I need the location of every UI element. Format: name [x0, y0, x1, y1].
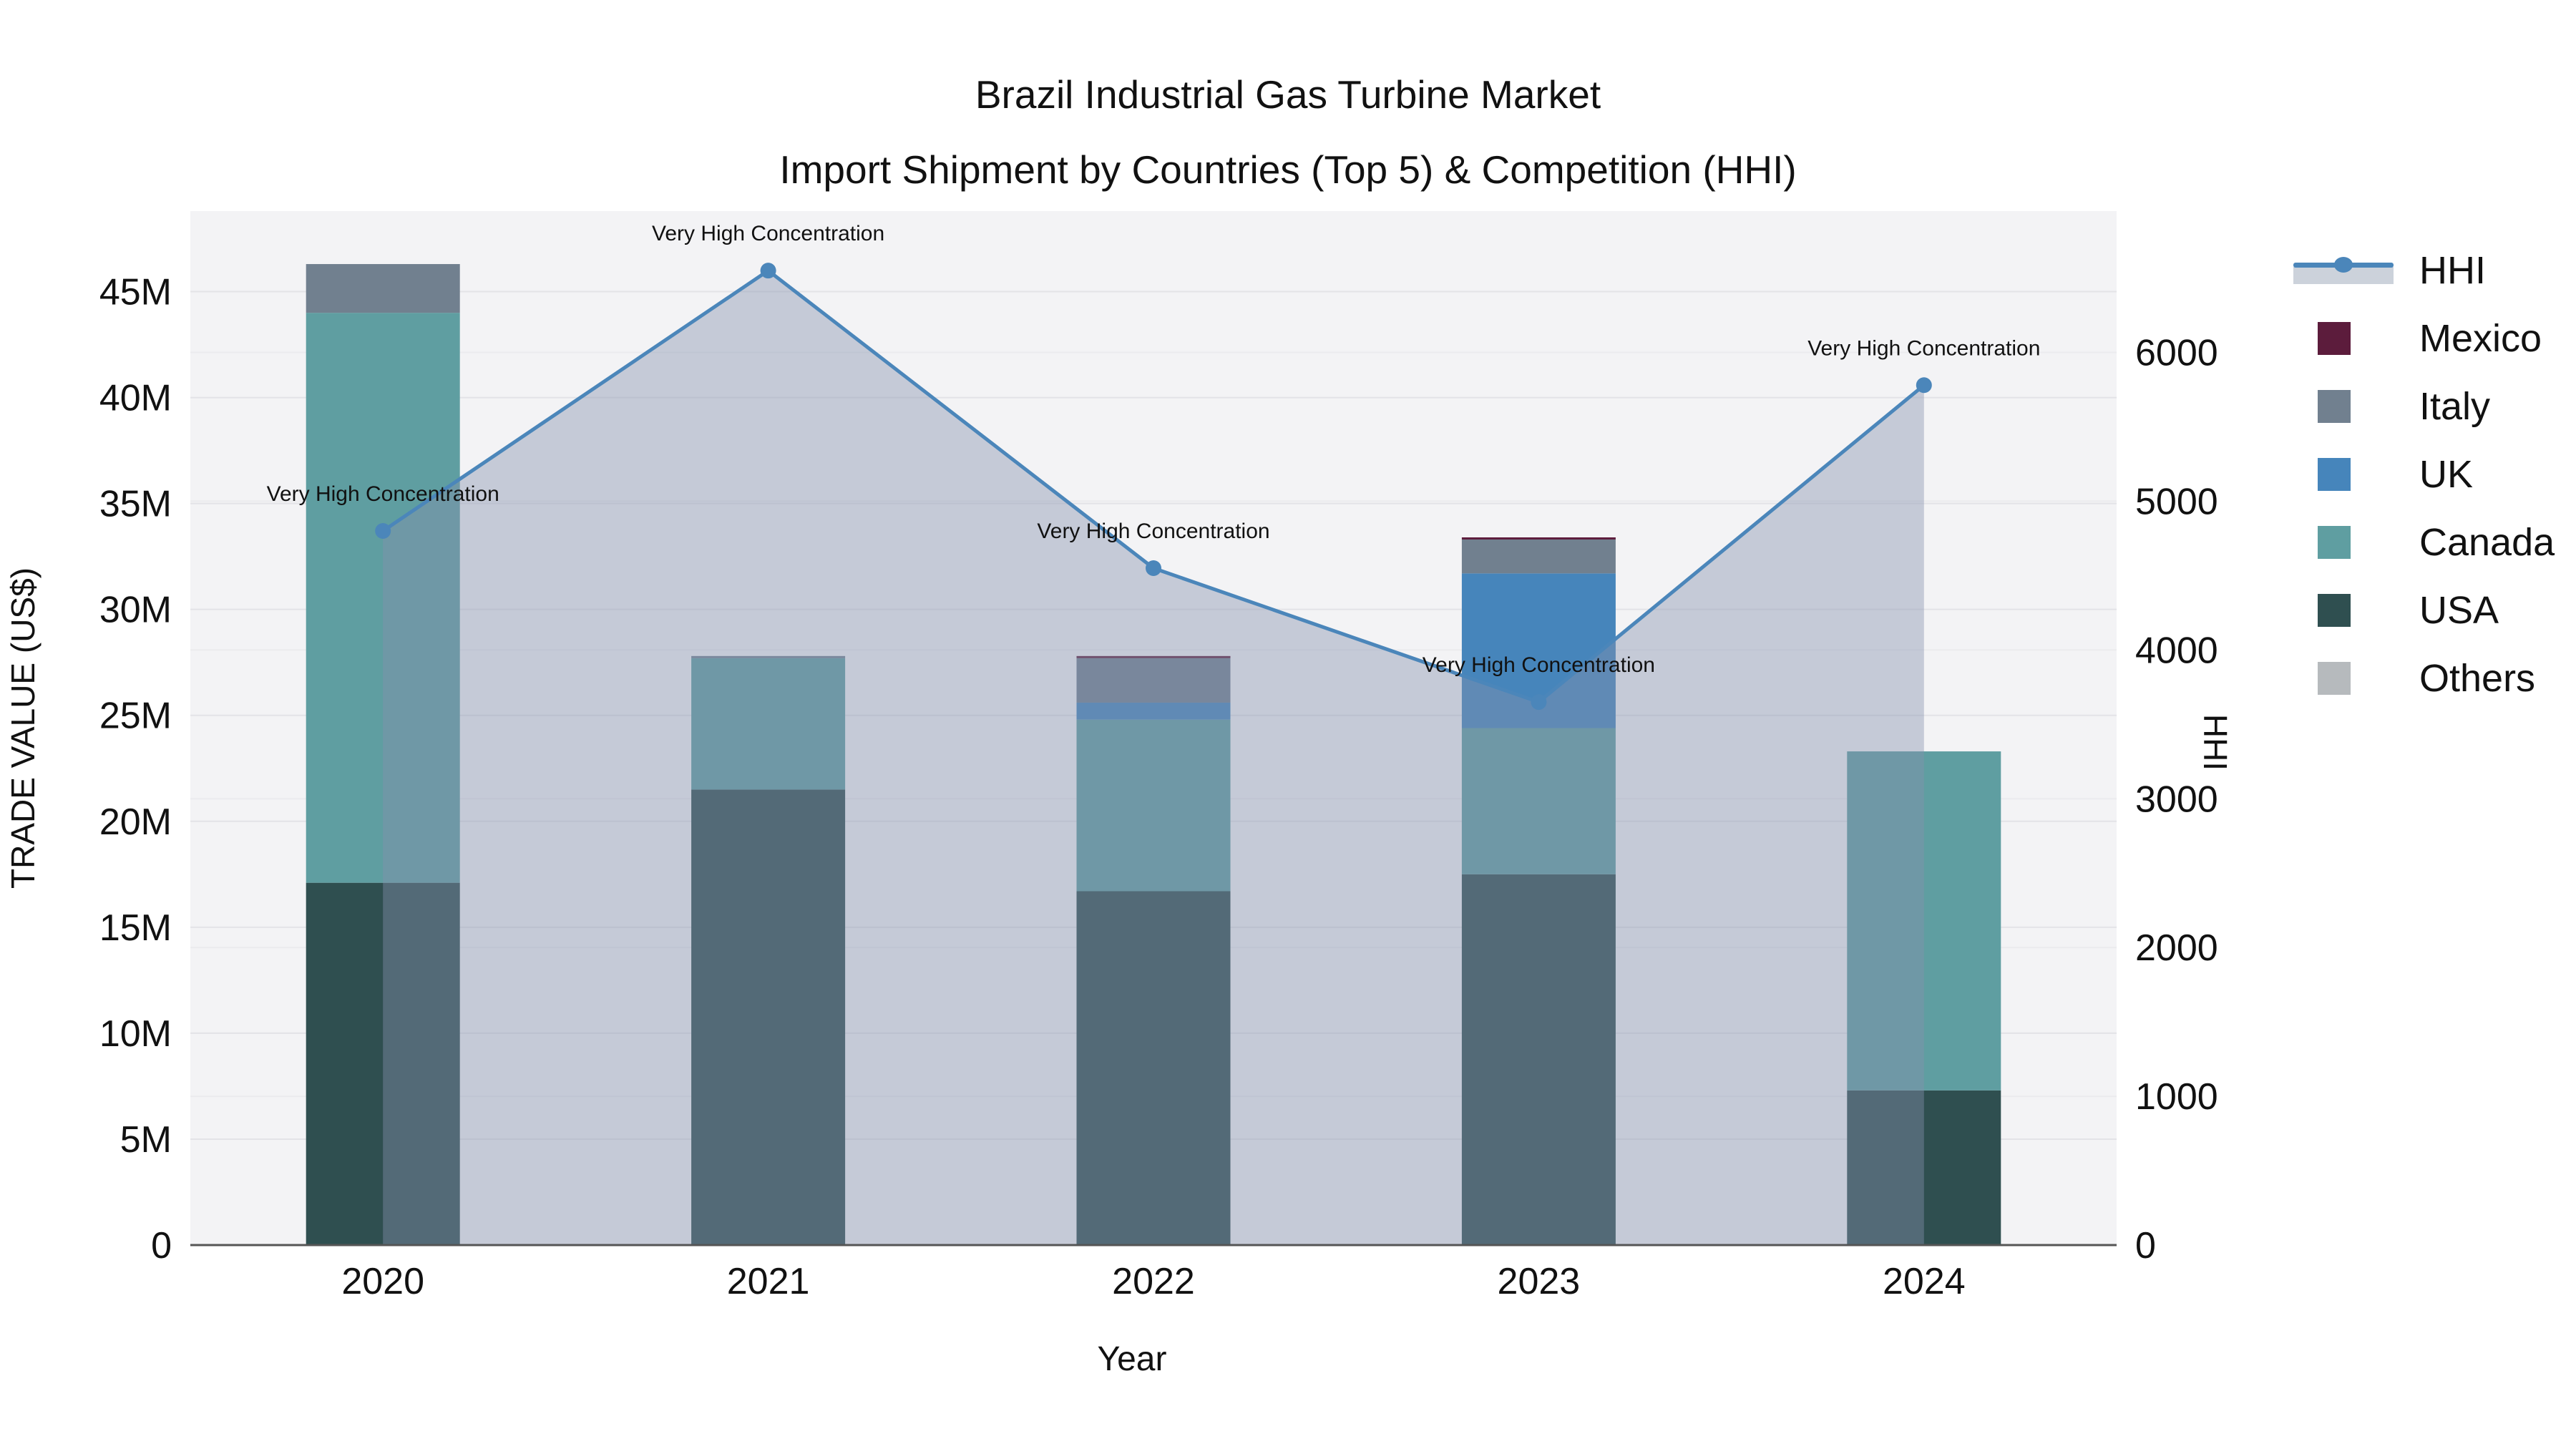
annotation-2021: Very High Concentration [652, 222, 884, 245]
legend-item-uk[interactable]: UK [2293, 440, 2555, 508]
hhi-point-2020[interactable] [375, 523, 391, 540]
annotation-2024: Very High Concentration [1807, 336, 2040, 360]
bar-segment-canada-2020[interactable] [306, 313, 460, 883]
chart-title: Brazil Industrial Gas Turbine Market Imp… [0, 57, 2576, 208]
right-axis-title: HHI [2197, 714, 2234, 771]
bar-segment-usa-2020[interactable] [306, 882, 460, 1245]
legend-swatch-icon [2293, 593, 2401, 627]
x-tick-label: 2021 [727, 1261, 810, 1302]
bar-segment-usa-2021[interactable] [691, 789, 846, 1245]
bar-segment-uk-2022[interactable] [1076, 702, 1231, 720]
left-tick-label: 5M [120, 1119, 172, 1161]
hhi-point-2022[interactable] [1146, 560, 1161, 576]
legend-item-hhi[interactable]: HHI [2293, 236, 2555, 304]
legend-label: Canada [2419, 520, 2555, 564]
bar-segment-canada-2023[interactable] [1461, 728, 1616, 874]
left-tick-label: 15M [99, 907, 172, 949]
annotation-2023: Very High Concentration [1423, 653, 1655, 677]
chart-title-line1: Brazil Industrial Gas Turbine Market [975, 72, 1601, 117]
legend-label: Others [2419, 656, 2536, 700]
right-tick-label: 3000 [2135, 779, 2218, 820]
legend-label: Mexico [2419, 316, 2542, 360]
legend: HHI Mexico Italy UK Canada USA Others [2293, 236, 2555, 712]
legend-label: HHI [2419, 248, 2486, 292]
legend-item-canada[interactable]: Canada [2293, 508, 2555, 576]
right-tick-label: 2000 [2135, 927, 2218, 969]
x-tick-label: 2023 [1498, 1261, 1581, 1302]
bar-segment-italy-2021[interactable] [691, 655, 846, 658]
left-tick-label: 35M [99, 484, 172, 525]
legend-item-mexico[interactable]: Mexico [2293, 304, 2555, 372]
right-tick-label: 0 [2135, 1225, 2156, 1267]
bar-segment-mexico-2023[interactable] [1461, 537, 1616, 540]
hhi-point-2024[interactable] [1916, 377, 1932, 394]
left-tick-label: 25M [99, 696, 172, 737]
left-tick-label: 0 [151, 1225, 172, 1267]
legend-swatch-icon [2293, 525, 2401, 559]
left-tick-label: 40M [99, 378, 172, 419]
x-tick-label: 2020 [341, 1261, 424, 1302]
legend-swatch-icon [2293, 389, 2401, 423]
left-tick-label: 30M [99, 590, 172, 631]
annotation-2022: Very High Concentration [1037, 519, 1269, 543]
bar-segment-canada-2022[interactable] [1076, 719, 1231, 892]
hhi-line-icon [2293, 256, 2401, 284]
x-axis-title: Year [1098, 1340, 1167, 1378]
right-tick-label: 5000 [2135, 481, 2218, 522]
legend-item-italy[interactable]: Italy [2293, 372, 2555, 440]
right-tick-label: 4000 [2135, 630, 2218, 671]
bar-segment-canada-2024[interactable] [1847, 751, 2001, 1091]
bar-segment-italy-2020[interactable] [306, 264, 460, 313]
bar-segment-italy-2022[interactable] [1076, 658, 1231, 703]
left-tick-label: 45M [99, 272, 172, 313]
right-tick-label: 1000 [2135, 1076, 2218, 1118]
right-tick-label: 6000 [2135, 333, 2218, 374]
hhi-point-2023[interactable] [1531, 694, 1547, 711]
hhi-area [383, 270, 1924, 1245]
x-tick-label: 2024 [1883, 1261, 1966, 1302]
bar-segment-canada-2021[interactable] [691, 658, 846, 790]
legend-swatch-icon [2293, 457, 2401, 491]
legend-item-usa[interactable]: USA [2293, 576, 2555, 644]
legend-item-others[interactable]: Others [2293, 644, 2555, 712]
left-tick-label: 20M [99, 801, 172, 843]
legend-label: USA [2419, 588, 2499, 632]
left-axis-title: TRADE VALUE (US$) [4, 567, 42, 889]
bar-segment-italy-2023[interactable] [1461, 539, 1616, 574]
x-tick-label: 2022 [1112, 1261, 1195, 1302]
annotation-2020: Very High Concentration [267, 482, 499, 506]
legend-label: UK [2419, 452, 2474, 496]
legend-swatch-icon [2293, 661, 2401, 695]
legend-swatch-icon [2293, 321, 2401, 355]
bar-segment-usa-2022[interactable] [1076, 891, 1231, 1245]
hhi-point-2021[interactable] [760, 263, 776, 279]
bar-segment-mexico-2022[interactable] [1076, 655, 1231, 658]
chart-title-line2: Import Shipment by Countries (Top 5) & C… [779, 147, 1797, 192]
left-tick-label: 10M [99, 1013, 172, 1055]
bar-segment-usa-2023[interactable] [1461, 874, 1616, 1245]
legend-label: Italy [2419, 384, 2491, 428]
bar-segment-usa-2024[interactable] [1847, 1090, 2001, 1245]
